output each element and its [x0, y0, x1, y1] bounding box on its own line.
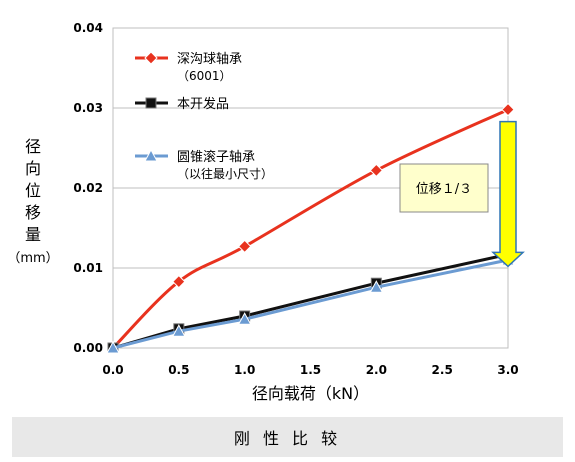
y-axis-title-char: 向 [25, 159, 41, 178]
legend-label: 圆锥滚子轴承 [177, 149, 255, 165]
y-tick-label: 0.00 [73, 341, 103, 355]
data-point-series-1 [369, 163, 384, 178]
x-tick-label: 1.5 [300, 363, 321, 377]
down-arrow-icon [491, 120, 525, 268]
x-tick-label: 0.0 [102, 363, 123, 377]
legend-swatch-marker [144, 51, 158, 65]
legend-label: 深沟球轴承 [177, 52, 242, 67]
legend-swatch-marker [145, 97, 157, 109]
legend-label-sub: （6001） [177, 69, 232, 83]
data-point-series-3 [171, 324, 186, 337]
y-tick-label: 0.04 [73, 21, 103, 35]
y-tick-label: 0.03 [73, 101, 103, 115]
caption-text: 刚 性 比 较 [233, 429, 342, 448]
caption-bar: 刚 性 比 较 [12, 417, 563, 457]
x-tick-label: 2.5 [432, 363, 453, 377]
y-tick-label: 0.01 [73, 261, 103, 275]
data-point-series-1 [172, 274, 186, 289]
annotation-text: 位移１/３ [416, 182, 472, 197]
series-line-1 [111, 108, 509, 350]
data-point-series-3 [369, 280, 384, 293]
y-axis-title-char: 位 [25, 181, 41, 200]
data-point-series-3 [237, 312, 252, 325]
legend-label: 本开发品 [177, 96, 229, 112]
y-axis-title-char: 量 [25, 225, 41, 244]
legend-swatch-marker [144, 148, 158, 162]
y-axis-title-char: 径 [25, 137, 41, 156]
chart: 0.00 0.01 0.02 0.03 0.04 0.0 0.5 1.0 1.5 2.0 2.5 3.… [7, 21, 525, 403]
y-axis-title-char: （mm） [7, 251, 58, 266]
legend-label-sub: （以往最小尺寸） [177, 166, 273, 181]
data-point-series-1 [237, 239, 252, 254]
data-point-series-3 [106, 340, 120, 354]
y-axis-title-char: 移 [25, 203, 41, 222]
data-point-series-1 [501, 102, 515, 117]
x-axis-title: 径向载荷（kN） [252, 384, 369, 403]
x-tick-label: 0.5 [168, 363, 189, 377]
x-tick-label: 3.0 [497, 363, 518, 377]
y-tick-label: 0.02 [73, 181, 103, 195]
x-tick-label: 2.0 [366, 363, 387, 377]
annotation-box [399, 163, 489, 213]
x-tick-label: 1.0 [234, 363, 255, 377]
